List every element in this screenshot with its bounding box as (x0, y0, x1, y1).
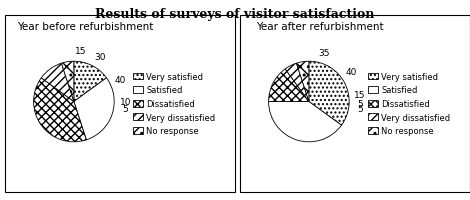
Wedge shape (62, 62, 74, 102)
Wedge shape (74, 78, 114, 140)
Text: 15: 15 (354, 91, 366, 100)
Wedge shape (33, 78, 86, 142)
Text: 40: 40 (115, 76, 126, 85)
Text: 5: 5 (357, 104, 363, 113)
Text: Year after refurbishment: Year after refurbishment (257, 22, 384, 32)
Wedge shape (268, 70, 309, 102)
Wedge shape (285, 64, 309, 102)
Wedge shape (309, 62, 349, 126)
Text: 40: 40 (345, 68, 357, 77)
Text: 5: 5 (122, 104, 128, 113)
Text: 30: 30 (94, 53, 105, 62)
Text: 15: 15 (75, 47, 86, 56)
Wedge shape (297, 62, 309, 102)
Text: Results of surveys of visitor satisfaction: Results of surveys of visitor satisfacti… (95, 8, 375, 21)
Text: 10: 10 (120, 98, 131, 106)
Legend: Very satisfied, Satisfied, Dissatisfied, Very dissatisfied, No response: Very satisfied, Satisfied, Dissatisfied,… (366, 70, 453, 138)
Text: 35: 35 (319, 49, 330, 58)
Wedge shape (41, 64, 74, 102)
Wedge shape (268, 102, 342, 142)
Text: Year before refurbishment: Year before refurbishment (17, 22, 154, 32)
Text: 5: 5 (358, 100, 363, 109)
Legend: Very satisfied, Satisfied, Dissatisfied, Very dissatisfied, No response: Very satisfied, Satisfied, Dissatisfied,… (131, 70, 218, 138)
Wedge shape (74, 62, 107, 102)
